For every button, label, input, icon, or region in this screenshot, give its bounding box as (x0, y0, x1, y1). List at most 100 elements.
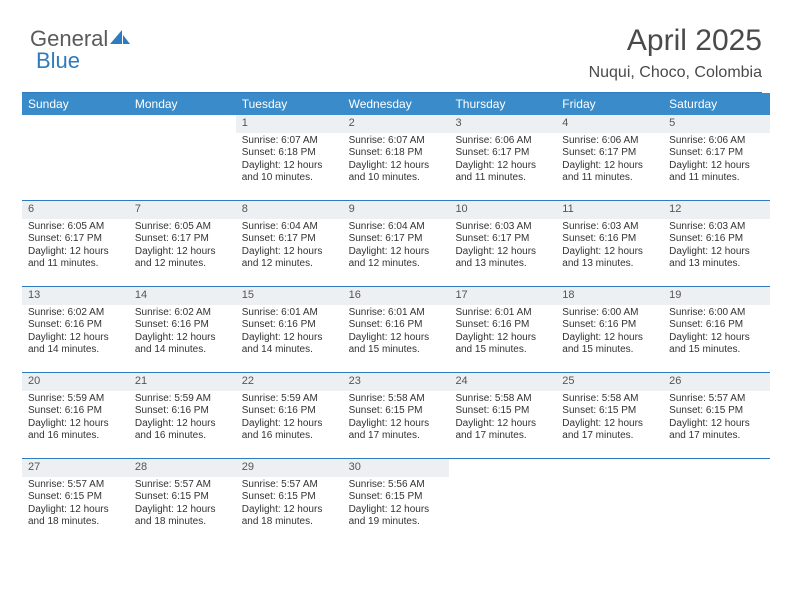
sunrise-text: Sunrise: 6:01 AM (349, 307, 444, 320)
daylight-text: Daylight: 12 hours and 11 minutes. (455, 160, 550, 185)
page-title: April 2025 (22, 24, 762, 58)
day-header: Friday (556, 93, 663, 115)
day-number: 19 (663, 287, 770, 305)
sunset-text: Sunset: 6:17 PM (349, 233, 444, 246)
day-number: 7 (129, 201, 236, 219)
day-details: Sunrise: 6:02 AMSunset: 6:16 PMDaylight:… (129, 307, 236, 361)
logo-text-blue: Blue (36, 48, 80, 74)
day-header-row: Sunday Monday Tuesday Wednesday Thursday… (22, 93, 770, 115)
day-number: 4 (556, 115, 663, 133)
sunset-text: Sunset: 6:15 PM (135, 491, 230, 504)
day-number: 23 (343, 373, 450, 391)
day-details: Sunrise: 6:03 AMSunset: 6:16 PMDaylight:… (663, 221, 770, 275)
day-header: Sunday (22, 93, 129, 115)
daylight-text: Daylight: 12 hours and 10 minutes. (242, 160, 337, 185)
sunrise-text: Sunrise: 6:04 AM (349, 221, 444, 234)
sunset-text: Sunset: 6:16 PM (349, 319, 444, 332)
sunrise-text: Sunrise: 5:58 AM (562, 393, 657, 406)
sunset-text: Sunset: 6:16 PM (669, 233, 764, 246)
daylight-text: Daylight: 12 hours and 12 minutes. (242, 246, 337, 271)
day-cell: 9Sunrise: 6:04 AMSunset: 6:17 PMDaylight… (343, 201, 450, 286)
day-cell: 5 Sunrise: 6:06 AMSunset: 6:17 PMDaylight… (663, 115, 770, 200)
day-details: Sunrise: 6:00 AMSunset: 6:16 PMDaylight:… (663, 307, 770, 361)
sunset-text: Sunset: 6:16 PM (28, 319, 123, 332)
sunset-text: Sunset: 6:15 PM (242, 491, 337, 504)
day-cell (449, 459, 556, 545)
day-cell: 18Sunrise: 6:00 AMSunset: 6:16 PMDayligh… (556, 287, 663, 372)
calendar: Sunday Monday Tuesday Wednesday Thursday… (22, 93, 770, 545)
day-number (22, 115, 129, 133)
daylight-text: Daylight: 12 hours and 10 minutes. (349, 160, 444, 185)
day-number: 10 (449, 201, 556, 219)
day-cell: 3Sunrise: 6:06 AMSunset: 6:17 PMDaylight… (449, 115, 556, 200)
day-details: Sunrise: 6:01 AMSunset: 6:16 PMDaylight:… (236, 307, 343, 361)
day-cell: 28 Sunrise: 5:57 AMSunset: 6:15 PMDayligh… (129, 459, 236, 545)
week-row: 13Sunrise: 6:02 AMSunset: 6:16 PMDayligh… (22, 287, 770, 373)
sunrise-text: Sunrise: 5:57 AM (242, 479, 337, 492)
day-cell (129, 115, 236, 200)
day-cell: 1Sunrise: 6:07 AMSunset: 6:18 PMDaylight… (236, 115, 343, 200)
sunrise-text: Sunrise: 6:01 AM (242, 307, 337, 320)
day-cell: 22Sunrise: 5:59 AMSunset: 6:16 PMDayligh… (236, 373, 343, 458)
sunrise-text: Sunrise: 5:59 AM (242, 393, 337, 406)
day-details: Sunrise: 6:07 AMSunset: 6:18 PMDaylight:… (343, 135, 450, 189)
day-header: Thursday (449, 93, 556, 115)
week-row: 6 Sunrise: 6:05 AM Sunset: 6:17 PM Daylight… (22, 201, 770, 287)
sunrise-text: Sunrise: 6:03 AM (455, 221, 550, 234)
daylight-text: Daylight: 12 hours and 16 minutes. (28, 418, 123, 443)
sunrise-text: Sunrise: 5:58 AM (455, 393, 550, 406)
day-number: 18 (556, 287, 663, 305)
day-cell: 25 Sunrise: 5:58 AMSunset: 6:15 PMDayligh… (556, 373, 663, 458)
sunrise-text: Sunrise: 5:59 AM (28, 393, 123, 406)
sunrise-text: Sunrise: 6:06 AM (455, 135, 550, 148)
sunrise-text: Sunrise: 6:05 AM (135, 221, 230, 234)
day-number: 6 (22, 201, 129, 219)
day-details: Sunrise: 5:56 AMSunset: 6:15 PMDaylight:… (343, 479, 450, 533)
day-number: 1 (236, 115, 343, 133)
day-number: 24 (449, 373, 556, 391)
sunrise-text: Sunrise: 6:03 AM (669, 221, 764, 234)
day-cell: 13Sunrise: 6:02 AMSunset: 6:16 PMDayligh… (22, 287, 129, 372)
daylight-text: Daylight: 12 hours and 17 minutes. (349, 418, 444, 443)
day-details: Sunrise: 6:04 AMSunset: 6:17 PMDaylight:… (236, 221, 343, 275)
week-row: 1Sunrise: 6:07 AMSunset: 6:18 PMDaylight… (22, 115, 770, 201)
day-number: 5 (663, 115, 770, 133)
day-number: 2 (343, 115, 450, 133)
sunset-text: Sunset: 6:15 PM (28, 491, 123, 504)
sunset-text: Sunset: 6:15 PM (349, 405, 444, 418)
daylight-text: Daylight: 12 hours and 17 minutes. (455, 418, 550, 443)
daylight-text: Daylight: 12 hours and 18 minutes. (135, 504, 230, 529)
day-number: 16 (343, 287, 450, 305)
daylight-text: Daylight: 12 hours and 15 minutes. (349, 332, 444, 357)
day-details: Sunrise: 6:06 AMSunset: 6:17 PMDaylight:… (663, 135, 770, 189)
day-details: Sunrise: 5:59 AMSunset: 6:16 PMDaylight:… (236, 393, 343, 447)
day-cell: 30 Sunrise: 5:56 AMSunset: 6:15 PMDayligh… (343, 459, 450, 545)
day-number: 26 (663, 373, 770, 391)
day-number: 28 (129, 459, 236, 477)
day-cell: 20Sunrise: 5:59 AMSunset: 6:16 PMDayligh… (22, 373, 129, 458)
page-subtitle: Nuqui, Choco, Colombia (22, 64, 762, 93)
sunrise-text: Sunrise: 6:07 AM (242, 135, 337, 148)
day-details: Sunrise: 5:58 AMSunset: 6:15 PMDaylight:… (449, 393, 556, 447)
day-details: Sunrise: 6:03 AMSunset: 6:17 PMDaylight:… (449, 221, 556, 275)
day-cell: 10 Sunrise: 6:03 AMSunset: 6:17 PMDayligh… (449, 201, 556, 286)
week-row: 27Sunrise: 5:57 AMSunset: 6:15 PMDayligh… (22, 459, 770, 545)
day-number: 30 (343, 459, 450, 477)
sunset-text: Sunset: 6:16 PM (562, 233, 657, 246)
daylight-text: Daylight: 12 hours and 11 minutes. (562, 160, 657, 185)
day-details: Sunrise: 5:58 AMSunset: 6:15 PMDaylight:… (556, 393, 663, 447)
daylight-text: Daylight: 12 hours and 15 minutes. (562, 332, 657, 357)
day-details: Sunrise: 5:57 AMSunset: 6:15 PMDaylight:… (236, 479, 343, 533)
sunrise-text: Sunrise: 5:57 AM (135, 479, 230, 492)
day-header: Wednesday (343, 93, 450, 115)
daylight-text: Daylight: 12 hours and 14 minutes. (28, 332, 123, 357)
sunrise-text: Sunrise: 6:00 AM (562, 307, 657, 320)
day-number: 25 (556, 373, 663, 391)
sunset-text: Sunset: 6:15 PM (349, 491, 444, 504)
sunset-text: Sunset: 6:16 PM (28, 405, 123, 418)
day-cell: 14Sunrise: 6:02 AMSunset: 6:16 PMDayligh… (129, 287, 236, 372)
daylight-text: Daylight: 12 hours and 18 minutes. (28, 504, 123, 529)
sunrise-text: Sunrise: 6:02 AM (28, 307, 123, 320)
day-details: Sunrise: 6:04 AMSunset: 6:17 PMDaylight:… (343, 221, 450, 275)
day-cell (663, 459, 770, 545)
